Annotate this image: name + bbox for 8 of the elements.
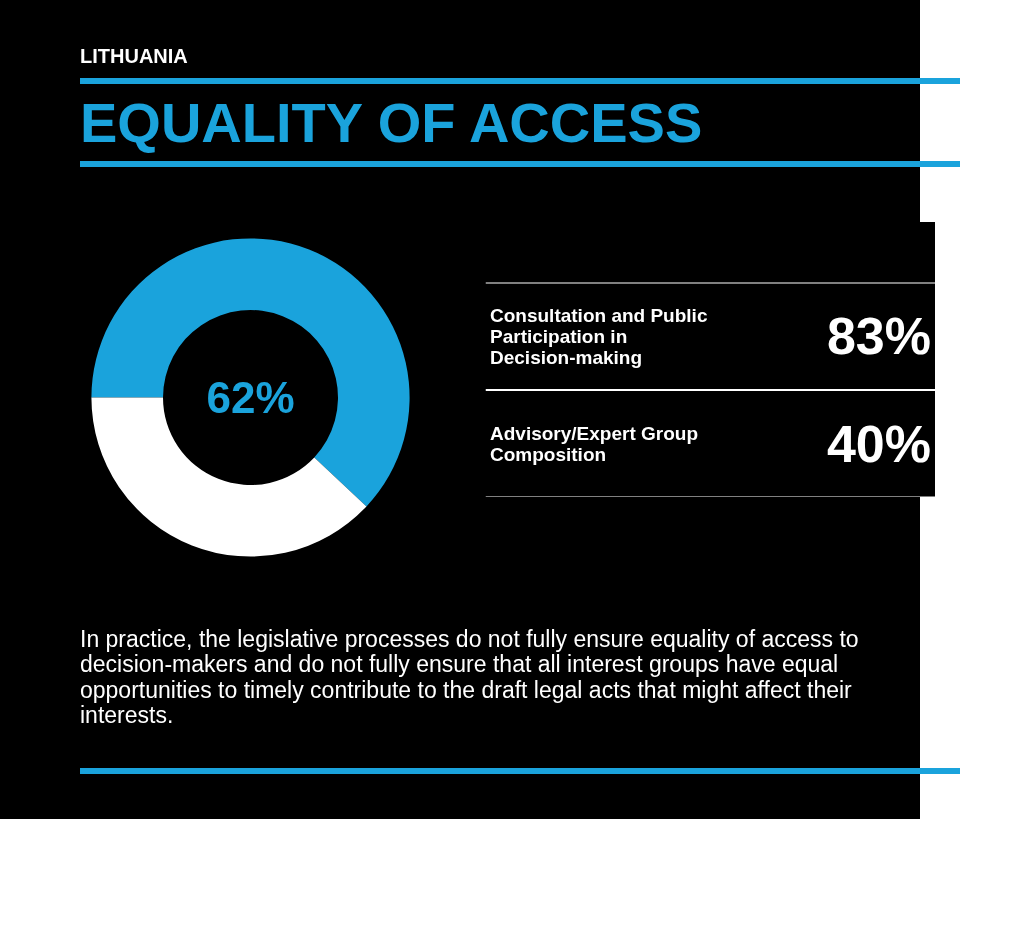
chart-subtitle: LITHUANIA	[80, 45, 189, 68]
text: 83%	[826, 307, 931, 366]
text: 40%	[826, 414, 931, 473]
category-label: Consultation and Public Participation in Decision-making	[490, 304, 708, 368]
text: 62%	[206, 373, 295, 422]
chart-title: EQUALITY OF ACCESS	[80, 78, 960, 167]
text: In practice, the legislative processes do not fully ensure equality of access to decision-makers and do not fully ensure that all interest groups have equal opportunities to timely contribute to the draft legal acts that might affect their interests.	[80, 626, 860, 729]
category-label: Advisory/Expert Group Composition	[490, 422, 698, 465]
